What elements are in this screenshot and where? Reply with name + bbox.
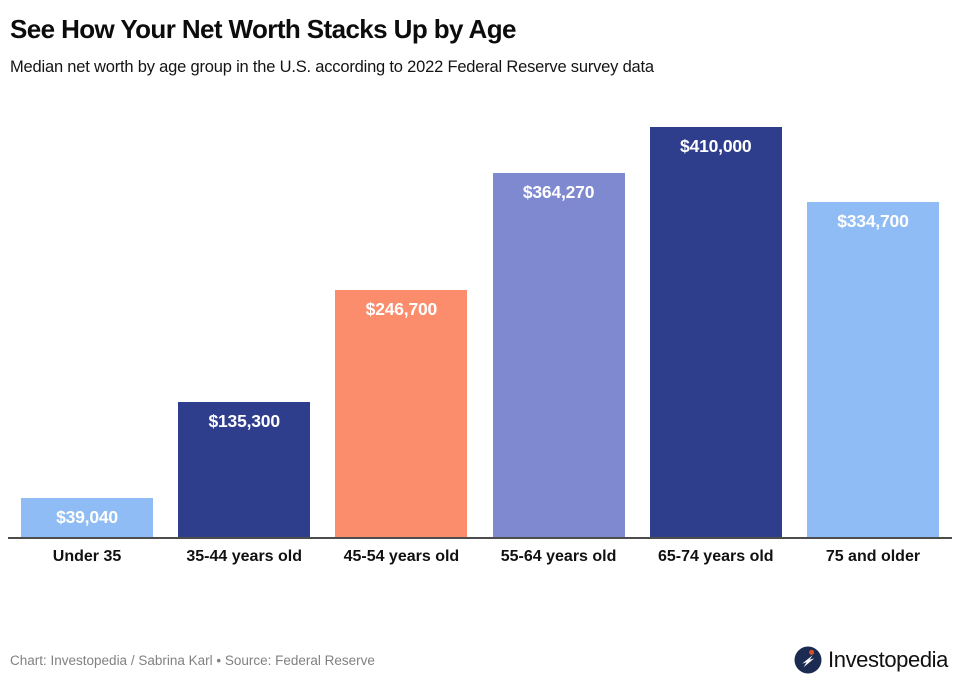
- bar-75-and-older: $334,700: [806, 202, 939, 538]
- bar-value-label: $246,700: [365, 299, 438, 320]
- chart-header: See How Your Net Worth Stacks Up by Age …: [0, 0, 960, 77]
- bar-65-74-years-old: $410,000: [649, 127, 782, 538]
- bar-45-54-years-old: $246,700: [335, 290, 468, 538]
- x-axis-label: 65-74 years old: [657, 548, 774, 566]
- bar-chart: $39,040 $135,300 $246,700 $364,270 $410,000 $…: [8, 77, 952, 566]
- x-axis-labels: Under 35 35-44 years old 45-54 years old 55…: [8, 548, 952, 566]
- investopedia-logo-icon: [794, 646, 822, 674]
- chart-title: See How Your Net Worth Stacks Up by Age: [10, 14, 516, 44]
- bar-value-label: $39,040: [56, 507, 118, 528]
- bar-35-44-years-old: $135,300: [178, 402, 311, 538]
- bar-55-64-years-old: $364,270: [492, 173, 625, 538]
- brand-logo: Investopedia: [794, 646, 948, 674]
- bar-value-label: $135,300: [208, 411, 280, 432]
- brand-name: Investopedia: [828, 647, 948, 672]
- bar-under-35: $39,040: [21, 498, 153, 538]
- footer: Chart: Investopedia / Sabrina Karl • Sou…: [10, 646, 948, 674]
- chart-subtitle: Median net worth by age group in the U.S…: [10, 58, 654, 77]
- bar-value-label: $334,700: [837, 211, 909, 232]
- bar-value-label: $364,270: [522, 182, 595, 203]
- bar-value-label: $410,000: [680, 136, 752, 157]
- x-axis-label: 35-44 years old: [186, 548, 302, 566]
- x-axis-label: Under 35: [52, 548, 122, 566]
- bar-chart-plot-area: $39,040 $135,300 $246,700 $364,270 $410,000 $…: [8, 77, 952, 540]
- chart-credit-text: Chart: Investopedia / Sabrina Karl • Sou…: [10, 652, 375, 668]
- x-axis-label: 75 and older: [825, 548, 921, 566]
- x-axis-label: 45-54 years old: [343, 548, 460, 566]
- x-axis-label: 55-64 years old: [500, 548, 617, 566]
